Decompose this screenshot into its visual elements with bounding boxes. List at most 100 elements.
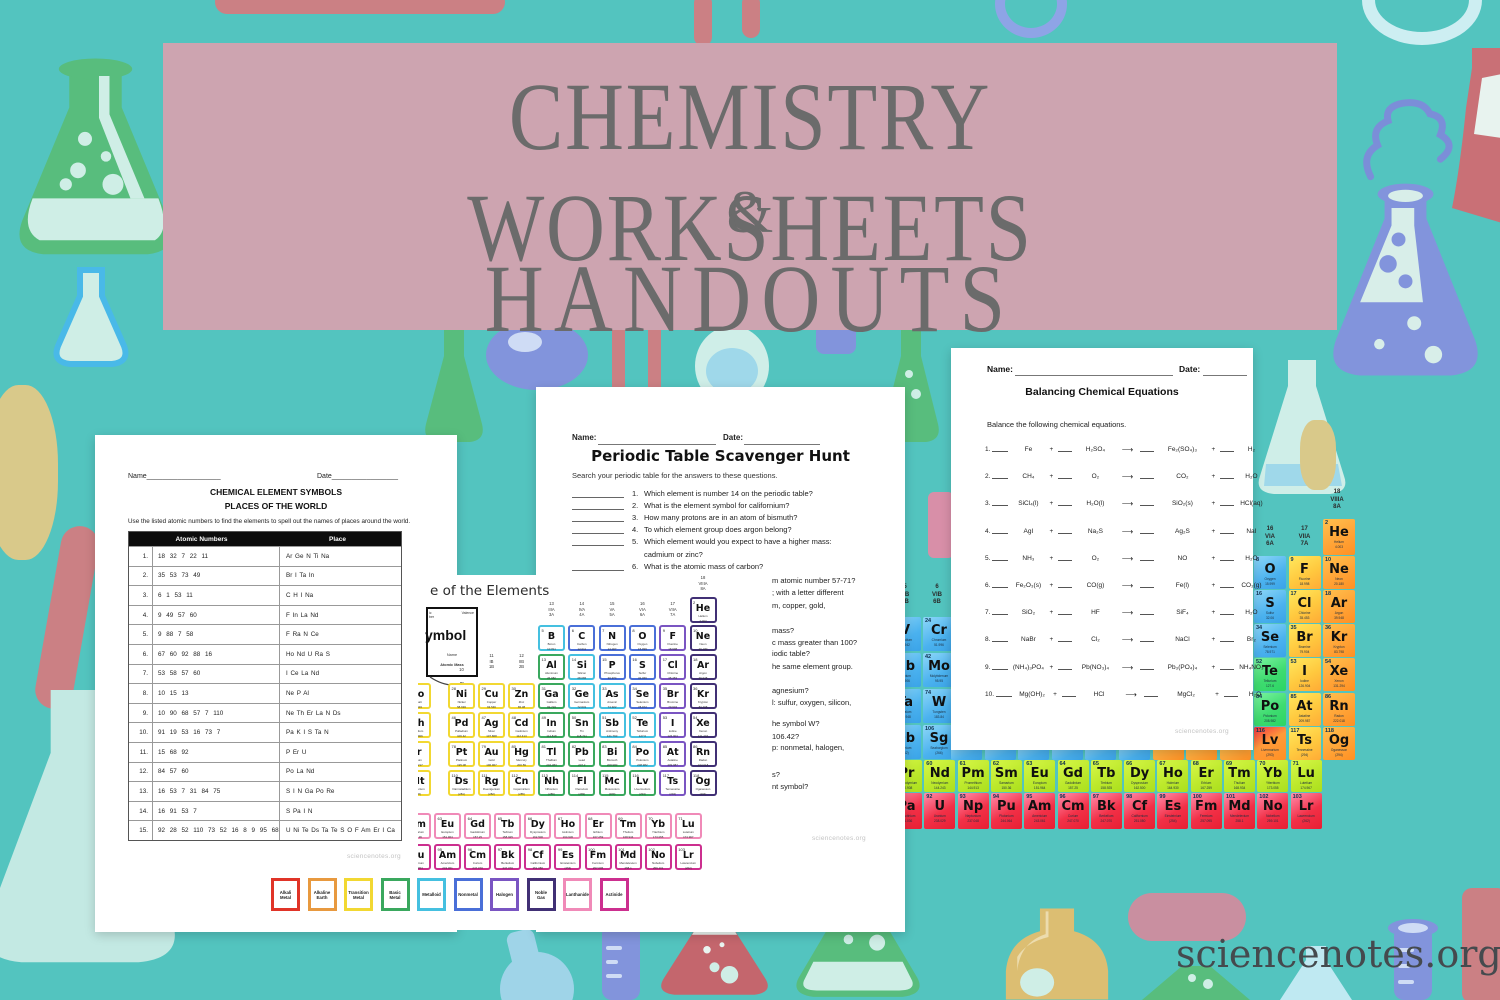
category-legend: Alkali Metal Alkaline Earth Transition Met… <box>265 872 649 918</box>
element-cell-Cd: 48 Cd Cadmium 112.414 <box>508 712 535 738</box>
places-row: 8. 10 15 13 Ne P Al <box>129 683 401 703</box>
element-cell-Mt: 109MtMeitnerium(278) <box>418 770 431 796</box>
element-cell-Ho: 67 Ho Holmium 164.930 <box>1157 760 1189 792</box>
element-cell-Nh: 113 Nh Nihonium (286) <box>538 770 565 796</box>
element-cell-Cn: 112 Cn Copernicium (285) <box>508 770 535 796</box>
element-cell-Es: 99 Es Einsteinium (254) <box>1157 793 1189 829</box>
worksheet-element-symbols: Name___________________ Date____________… <box>95 435 457 932</box>
erlenmeyer-flask-icon <box>425 328 483 442</box>
element-cell-Ir: 77IrIridium192.217 <box>418 741 431 767</box>
element-cell-Md: 101 Md Mendelevium 258.1 <box>614 844 642 870</box>
worksheet-title-1: CHEMICAL ELEMENT SYMBOLS <box>209 487 343 497</box>
places-row: 4. 9 49 57 60 F In La Nd <box>129 604 401 625</box>
test-tube-icon <box>215 0 505 14</box>
element-cell-Co: 27CoCobalt58.933 <box>418 683 431 709</box>
date-label: Date: <box>1179 364 1201 374</box>
equation-row: 1. Fe + H₂SO₄ ⟶ Fe₂(SO₄)₃ + H₂ <box>985 445 1256 454</box>
symbol-key-box: ic ber Valence ymbol Name Atomic Mass <box>425 607 478 677</box>
element-cell-Br: 35 Br Bromine 79.904 <box>659 683 687 709</box>
name-label: Name: <box>572 433 597 442</box>
places-row: 13. 16 53 7 31 84 75 S I N Ga Po Re <box>129 781 401 801</box>
question-line: 1. Which element is number 14 on the peri… <box>572 489 902 498</box>
element-cell-Cl: 17 Cl Chlorine 35.453 <box>1288 590 1321 623</box>
element-cell-Bk: 97 Bk Berkelium 247.070 <box>1090 793 1122 829</box>
worksheet-watermark: sciencenotes.org <box>347 853 401 860</box>
element-cell-Es: 99 Es Einsteinium (254) <box>554 844 582 870</box>
element-cell-Og: 118 Og Oganesson (294) <box>1323 727 1355 760</box>
element-cell-Ne: 10 Ne Neon 20.180 <box>1323 556 1355 589</box>
name-label: Name___________________ <box>128 473 221 480</box>
element-cell-Ge: 32 Ge Germanium 72.631 <box>568 683 596 709</box>
name-blank <box>1015 374 1173 376</box>
element-cell-Cl: 17 Cl Chlorine 35.453 <box>659 654 687 680</box>
element-cell-Lv: 116 Lv Livermorium (293) <box>628 770 656 796</box>
places-row: 1. 18 32 7 22 11 Ar Ge N Ti Na <box>129 546 401 566</box>
worksheet-instructions: Balance the following chemical equations… <box>987 420 1127 429</box>
worksheet-instructions: Use the listed atomic numbers to find th… <box>128 518 411 525</box>
question-line: 4. To which element group does argon belo… <box>572 525 902 535</box>
key-valence: Valence <box>461 611 474 615</box>
places-table-header: Atomic Numbers Place <box>129 532 401 546</box>
erlenmeyer-flask-icon <box>796 898 920 997</box>
element-cell-Tb: 65 Tb Terbium 158.925 <box>1090 760 1122 792</box>
banner-ampersand: & <box>726 179 774 245</box>
question-fragment: nt symbol? <box>772 782 809 791</box>
group-header: 14 IVA 4A <box>578 601 586 617</box>
equation-row: 7. SiO₂ + HF ⟶ SiF₄ + H₂O <box>985 608 1258 618</box>
banner-line-1: CHEMISTRY WORKSHEETS <box>467 63 1033 281</box>
element-cell-Eu: 63 Eu Europium 151.964 <box>434 813 461 839</box>
legend-metalloid: Metalloid <box>417 878 446 911</box>
group-header: 10 <box>459 667 464 672</box>
test-tube-icon <box>742 0 760 38</box>
element-cell-No: 102 No Nobelium 259.101 <box>1257 793 1289 829</box>
element-cell-Gd: 64 Gd Gadolinium 157.25 <box>1057 760 1089 792</box>
group-header: 6 VIB 6B <box>931 584 942 605</box>
element-cell-Mc: 115 Mc Moscovium (289) <box>598 770 626 796</box>
question-fragment: l: sulfur, oxygen, silicon, <box>772 698 852 707</box>
element-cell-Rn: 86 Rn Radon 222.018 <box>689 741 717 767</box>
element-cell-Pt: 78 Pt Platinum 195.08 <box>448 741 475 767</box>
element-cell-Rn: 86 Rn Radon 222.018 <box>1323 692 1355 726</box>
equation-row: 4. AgI + Na₂S ⟶ Ag₂S + NaI <box>985 526 1257 536</box>
key-symbol: ymbol <box>425 627 467 643</box>
key-atomic-number: ic ber <box>429 611 435 619</box>
element-cell-Pd: 46 Pd Palladium 106.42 <box>448 712 475 738</box>
periodic-table-outline: e of the Elements ic ber Valence ymbol N… <box>418 575 770 930</box>
legend-nonmetal: Nonmetal <box>453 878 483 911</box>
element-cell-P: 15 P Phosphorus 30.974 <box>598 654 626 680</box>
element-cell-Ag: 47 Ag Silver 107.868 <box>478 712 505 738</box>
places-row: 5. 9 88 7 58 F Ra N Ce <box>129 624 401 644</box>
element-cell-Ar: 18 Ar Argon 39.948 <box>689 654 717 680</box>
question-fragment: 106.42? <box>772 732 800 741</box>
worksheet-watermark: sciencenotes.org <box>812 835 866 842</box>
element-cell-S: 16 S Sulfur 32.066 <box>628 654 656 680</box>
question-fragment: he symbol W? <box>772 719 820 728</box>
element-cell-Cm: 96 Cm Curium 247.070 <box>464 844 492 870</box>
flask-icon <box>53 267 129 367</box>
places-row: 9. 10 90 68 57 7 110 Ne Th Er La N Ds <box>129 702 401 723</box>
group-header: 15 VA 5A <box>609 601 615 617</box>
equation-row: 9. (NH₄)₃PO₄ + Pb(NO₃)₄ ⟶ Pb₃(PO₄)₄ + NH₄NO₃ <box>985 662 1264 672</box>
places-row: 6. 67 60 92 88 16 Ho Nd U Ra S <box>129 643 401 664</box>
group-header: 18 VIIIA 8A <box>698 575 708 591</box>
element-cell-F: 9 F Fluorine 18.998 <box>659 625 687 651</box>
element-cell-Tm: 69 Tm Thulium 168.934 <box>614 813 642 839</box>
graduated-cylinder-icon <box>1388 919 1438 1000</box>
legend-alkali: Alkali Metal <box>271 878 300 911</box>
element-cell-Po: 84 Po Polonium 208.982 <box>628 741 656 767</box>
legend-halogen: Halogen <box>490 878 519 911</box>
element-cell-Pb: 82 Pb Lead 207.2 <box>568 741 596 767</box>
element-cell-Ds: 110 Ds Darmstadtium (281) <box>448 770 475 796</box>
test-tube-icon <box>694 0 712 46</box>
element-cell-Au: 79 Au Gold 196.967 <box>478 741 505 767</box>
element-cell-Gd: 64 Gd Gadolinium 157.25 <box>464 813 492 839</box>
element-cell-Cm: 96 Cm Curium 247.070 <box>1057 793 1089 829</box>
places-row: 7. 53 58 57 60 I Ce La Nd <box>129 663 401 684</box>
worksheet-instructions: Search your periodic table for the answe… <box>572 471 778 480</box>
test-tube-icon <box>1462 888 1500 1000</box>
worksheet-watermark: sciencenotes.org <box>1175 728 1229 735</box>
element-cell-Tl: 81 Tl Thallium 204.383 <box>538 741 565 767</box>
